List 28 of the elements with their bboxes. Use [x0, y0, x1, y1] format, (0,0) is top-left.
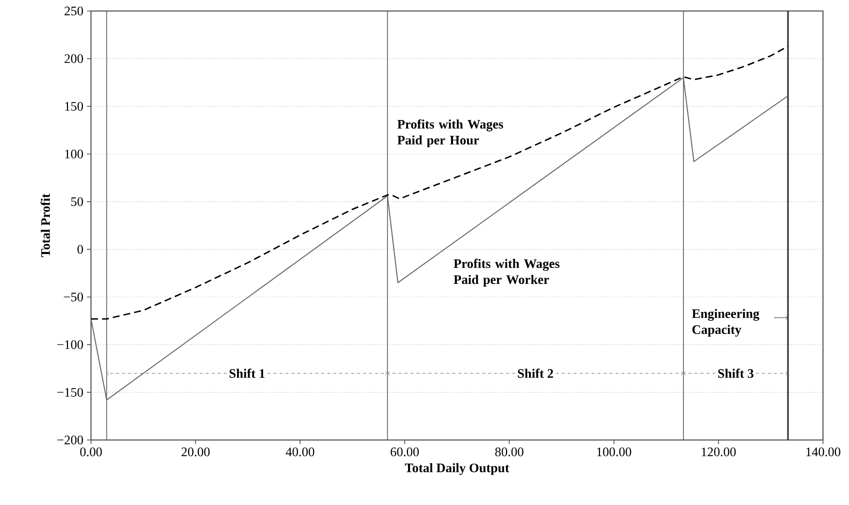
annotation: Shift 3 [718, 368, 754, 378]
x-tick-label: 40.00 [286, 448, 314, 456]
x-tick-label: 120.00 [702, 448, 736, 456]
x-tick-label: 60.00 [390, 448, 419, 456]
x-axis-title: Total Daily Output [404, 463, 510, 475]
y-tick-label: 100 [65, 150, 83, 158]
annotation: Profits with Wages Paid per Hour [397, 119, 504, 148]
x-tick-label: 100.00 [597, 448, 632, 456]
x-tick-label: 0.00 [80, 448, 102, 456]
y-tick-label: 150 [65, 102, 83, 111]
annotation: Profits with Wages Paid per Worker [454, 258, 560, 287]
x-tick-label: 20.00 [182, 448, 210, 456]
annotation: Shift 1 [230, 368, 265, 378]
y-tick-label: 50 [71, 197, 83, 206]
y-tick-label: 0 [78, 244, 83, 254]
x-tick-label: 80.00 [495, 448, 524, 456]
y-tick-label: −100 [57, 340, 83, 350]
y-tick-label: 200 [64, 54, 83, 64]
line-series [90, 77, 788, 400]
ref-line-label: Engineering Capacity [692, 308, 760, 337]
y-axis-title: Total Profit [40, 194, 50, 258]
y-tick-label: −150 [57, 388, 83, 397]
line-series [90, 46, 789, 320]
y-tick-label: 250 [64, 6, 83, 16]
x-tick-label: 140.00 [806, 448, 840, 456]
y-tick-label: −200 [57, 436, 83, 444]
annotation: Shift 2 [518, 368, 554, 378]
y-tick-label: −50 [64, 292, 83, 302]
